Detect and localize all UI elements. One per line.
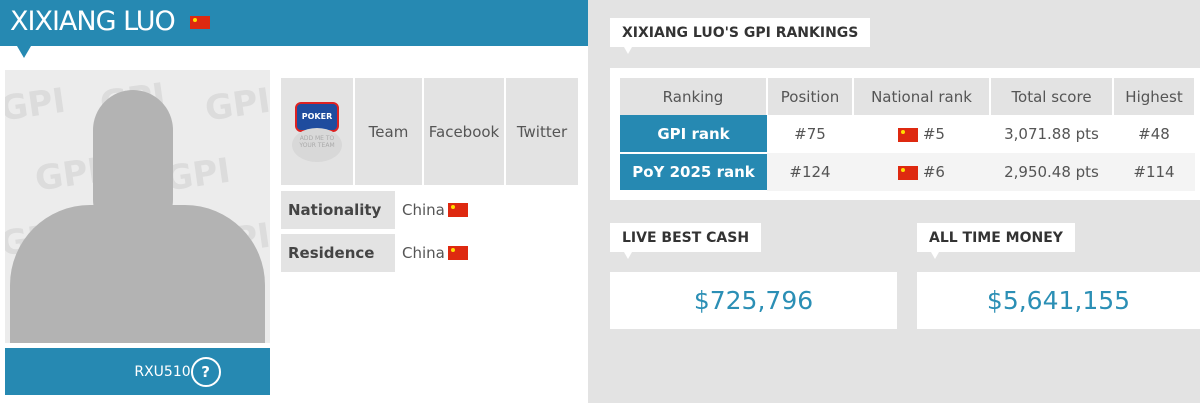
silhouette-body — [10, 205, 265, 343]
china-flag-icon — [190, 16, 211, 29]
poker-manager-button[interactable]: POKER ADD ME TO YOUR TEAM — [281, 78, 353, 185]
nationality-value: China — [402, 201, 445, 219]
rankings-table: Ranking Position National rank Total sco… — [620, 78, 1196, 192]
table-row: PoY 2025 rank #124 #6 2,950.48 pts #114 — [620, 153, 1195, 192]
national-rank: #5 — [853, 115, 990, 153]
facebook-link[interactable]: Facebook — [424, 78, 504, 185]
highest: #48 — [1138, 125, 1170, 143]
position: #124 — [767, 153, 853, 191]
col-highest: Highest — [1113, 78, 1196, 115]
china-flag-icon — [447, 203, 468, 217]
highest: #114 — [1113, 153, 1195, 191]
username: RXU510 — [134, 363, 191, 380]
rankings-title: XIXIANG LUO'S GPI RANKINGS — [610, 18, 871, 54]
username-bar: RXU510? — [5, 348, 270, 395]
social-links: POKER ADD ME TO YOUR TEAM Team Facebook T… — [281, 78, 578, 185]
table-header-row: Ranking Position National rank Total sco… — [620, 78, 1196, 115]
all-time-money-value: $5,641,155 — [917, 272, 1200, 329]
player-header: XIXIANG LUO — [0, 0, 588, 46]
position: #75 — [794, 125, 826, 143]
residence-label: Residence — [281, 234, 395, 272]
ranking-name[interactable]: PoY 2025 rank — [620, 153, 767, 192]
china-flag-icon — [898, 165, 919, 180]
twitter-link[interactable]: Twitter — [506, 78, 578, 185]
china-flag-icon — [898, 127, 919, 142]
nationality-row: Nationality China — [281, 191, 468, 229]
national-rank: #6 — [853, 153, 990, 191]
help-icon[interactable]: ? — [190, 356, 221, 387]
residence-value: China — [402, 244, 445, 262]
total-score: 2,950.48 pts — [990, 153, 1113, 191]
col-national-rank: National rank — [853, 78, 991, 115]
all-time-money-label: ALL TIME MONEY — [917, 223, 1075, 259]
col-total-score: Total score — [990, 78, 1114, 115]
ranking-name[interactable]: GPI rank — [620, 115, 767, 154]
poker-manager-logo: POKER — [295, 101, 339, 132]
player-name: XIXIANG LUO — [10, 6, 176, 37]
table-row: GPI rank #75 #5 3,071.88 pts #48 — [620, 115, 1195, 154]
col-position: Position — [767, 78, 854, 115]
add-to-team-label: ADD ME TO YOUR TEAM — [292, 127, 342, 162]
live-best-cash-value: $725,796 — [610, 272, 897, 329]
residence-row: Residence China — [281, 234, 468, 272]
china-flag-icon — [447, 246, 468, 260]
nationality-label: Nationality — [281, 191, 395, 229]
team-link[interactable]: Team — [355, 78, 422, 185]
total-score: 3,071.88 pts — [1004, 125, 1099, 143]
rankings-table-container: Ranking Position National rank Total sco… — [610, 68, 1200, 200]
col-ranking: Ranking — [620, 78, 768, 115]
national-rank-value: #6 — [922, 163, 945, 181]
national-rank-value: #5 — [922, 125, 945, 143]
live-best-cash-label: LIVE BEST CASH — [610, 223, 762, 259]
header-pointer — [17, 46, 31, 58]
